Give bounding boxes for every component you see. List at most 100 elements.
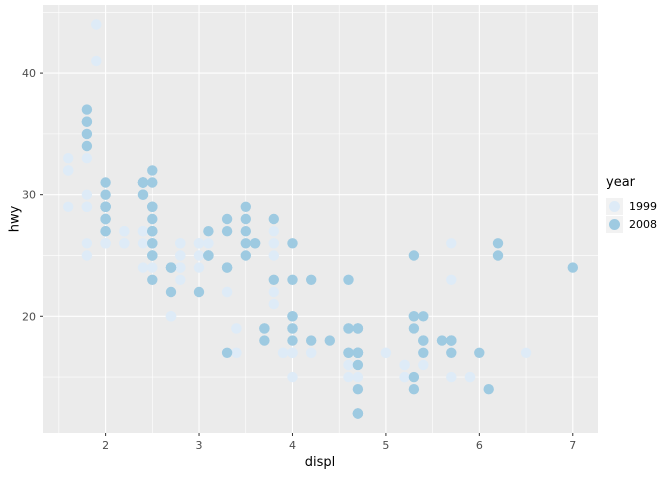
x-tick-label: 4 [289,439,296,452]
data-point [147,226,158,237]
data-point [137,177,149,188]
data-point [81,116,93,127]
data-point [221,347,233,358]
data-point [268,238,279,249]
data-point [446,371,457,383]
legend-item-2008: 2008 [606,215,657,233]
data-point [193,262,205,273]
data-point [240,226,251,237]
data-point [408,384,420,395]
data-point [446,335,457,346]
data-point [175,274,186,285]
data-point [464,371,476,383]
data-point [268,250,279,261]
data-point [408,323,420,334]
data-point [147,201,158,212]
data-point [137,226,149,237]
data-point [287,274,298,285]
data-point [100,238,111,249]
data-point [81,250,93,261]
data-point [277,347,289,358]
data-point [100,213,111,225]
data-point [520,347,532,358]
data-point [259,335,270,346]
data-point [259,323,270,334]
data-point [418,311,429,322]
point-1999-icon [609,200,620,212]
data-point [175,238,186,249]
data-point [343,347,354,358]
y-tick-label: 40 [22,67,36,80]
data-point [81,128,93,140]
y-axis-title: hwy [7,205,23,233]
data-point [240,201,251,212]
data-point [287,311,298,322]
data-point [418,359,429,371]
point-2008-icon [609,218,620,230]
data-point [268,226,279,237]
legend: year 1999 2008 [606,172,657,233]
data-point [408,371,420,383]
data-point [268,298,279,310]
data-point [175,250,186,261]
data-point [203,226,214,237]
x-axis-title: displ [304,455,336,470]
data-point [287,371,298,383]
data-point [268,274,279,285]
data-point [306,347,317,358]
legend-item-1999: 1999 [606,197,657,215]
data-point [165,286,177,298]
data-point [380,347,392,358]
data-point [418,335,429,346]
data-point [324,335,335,346]
legend-key-swatch [606,197,623,215]
data-point [306,274,317,285]
y-tick-label: 30 [22,189,36,202]
data-point [81,238,93,249]
data-point [231,323,242,334]
data-point [268,213,279,225]
data-point [343,323,354,334]
data-point [137,189,149,200]
data-point [240,250,251,261]
data-point [203,250,214,261]
data-point [240,238,251,249]
data-point [62,201,74,212]
data-point [137,238,149,249]
plot-panel [43,5,598,433]
data-point [165,311,177,322]
data-point [287,347,298,358]
data-point [62,165,74,176]
data-point [240,213,251,225]
data-point [287,335,298,346]
data-point [446,238,457,249]
grid-minor [43,5,598,433]
data-point [352,359,364,371]
data-point [446,347,457,358]
data-point [343,359,354,371]
data-point [193,238,205,249]
data-point [81,104,93,115]
data-point [408,311,420,322]
data-point [399,359,410,371]
legend-title: year [606,175,636,190]
data-point [147,238,158,249]
data-point [137,262,149,273]
data-point [100,189,111,200]
data-point [100,177,111,188]
data-point [352,347,364,358]
data-point [62,153,74,164]
data-point [474,347,485,358]
data-point [352,408,364,419]
data-point [492,238,504,249]
data-point [483,384,494,395]
grid-major [43,5,598,433]
data-point [81,201,93,212]
data-point [418,347,429,358]
data-point [268,286,279,298]
data-point [147,165,158,176]
data-point [221,286,233,298]
data-point [352,371,364,383]
data-point [221,213,233,225]
data-point [306,335,317,346]
